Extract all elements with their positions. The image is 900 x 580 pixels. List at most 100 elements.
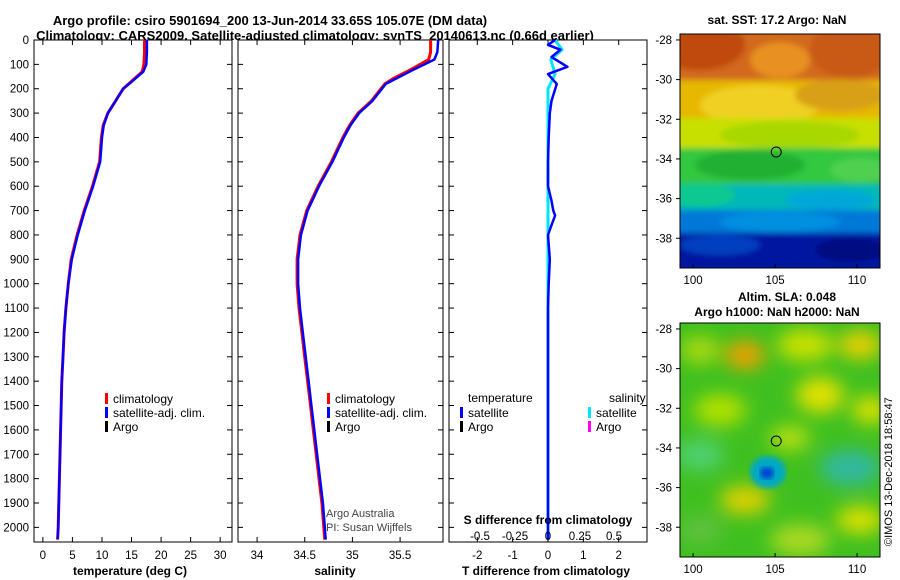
depth-tick-label: 500	[10, 157, 29, 169]
depth-tick-label: 1000	[3, 279, 29, 291]
sst-map-axes: 100 105 110 -28 -30 -32 -34 -36 -38	[655, 35, 866, 287]
salinity-xlabel: salinity	[314, 564, 356, 578]
map-lat-label: -30	[655, 75, 672, 87]
temperature-axes-frame	[33, 39, 233, 543]
legend-argo-label: Argo	[113, 420, 139, 434]
x-tick-label: 35.5	[389, 550, 411, 562]
s-tick: 0.5	[606, 531, 622, 543]
map-lon-label: 100	[684, 564, 703, 576]
sst-map-title: sat. SST: 17.2 Argo: NaN	[708, 13, 847, 27]
map-lat-label: -38	[655, 233, 672, 245]
s-tick: -0.25	[502, 531, 528, 543]
legend-satellite-label: satellite-adj. clim.	[335, 406, 427, 420]
x-tick-label: -1	[508, 550, 518, 562]
map-lat-label: -34	[655, 443, 672, 455]
legend-s-argo-label: Argo	[596, 420, 622, 434]
depth-tick-label: 1700	[3, 449, 29, 461]
sla-field	[680, 323, 880, 557]
sla-map-frame	[679, 322, 881, 558]
x-tick-label: -2	[472, 550, 482, 562]
map-lon-label: 110	[848, 275, 866, 287]
difference-profiles	[546, 40, 569, 540]
x-tick-label: 30	[214, 550, 227, 562]
s-tick: -0.5	[470, 531, 490, 543]
legend-swatch-argo	[105, 421, 108, 432]
depth-tick-label: 1900	[3, 498, 29, 510]
x-tick-label: 0	[545, 550, 551, 562]
map-lat-label: -32	[655, 114, 672, 126]
x-tick-label: 34.5	[294, 550, 316, 562]
depth-tick-label: 1800	[3, 474, 29, 486]
title-line-1: Argo profile: csiro 5901694_200 13-Jun-2…	[53, 13, 487, 28]
temperature-xlabel: temperature (deg C)	[73, 564, 187, 578]
legend-swatch-s-satellite	[588, 407, 591, 418]
legend-satellite-label: satellite-adj. clim.	[113, 406, 205, 420]
legend-climatology-label: climatology	[113, 392, 173, 406]
x-tick-label: 5	[69, 550, 75, 562]
legend-swatch-argo	[327, 421, 330, 432]
depth-tick-label: 1500	[3, 401, 29, 413]
difference-panel: -2 -1 0 1 2 S difference from climatology -0…	[448, 39, 648, 578]
map-lat-label: -38	[655, 522, 672, 534]
depth-tick-label: 1200	[3, 327, 29, 339]
temperature-x-axis: 0 5 10 15 20 25 30	[40, 40, 227, 562]
title-line-2: Climatology: CARS2009. Satellite-adjuste…	[36, 28, 594, 43]
sla-map-title-1: Altim. SLA: 0.048	[738, 290, 836, 304]
legend-t-argo-label: Argo	[468, 420, 494, 434]
map-lon-label: 105	[765, 275, 784, 287]
x-tick-label: 1	[580, 550, 586, 562]
legend-argo-label: Argo	[335, 420, 361, 434]
sla-float-marker	[770, 435, 782, 447]
depth-tick-label: 1600	[3, 425, 29, 437]
depth-tick-label: 0	[23, 35, 29, 47]
x-tick-label: 2	[616, 550, 622, 562]
x-tick-label: 10	[96, 550, 109, 562]
sst-float-marker	[770, 146, 782, 158]
depth-tick-label: 2000	[3, 522, 29, 534]
legend-swatch-climatology	[105, 393, 108, 404]
map-lat-label: -36	[655, 194, 672, 206]
map-lon-label: 105	[765, 564, 784, 576]
legend-temperature-title: temperature	[468, 391, 533, 405]
salinity-x-axis: 34 34.5 35 35.5	[251, 40, 411, 562]
difference-legend: temperature salinity satellite Argo sate…	[460, 391, 646, 434]
sst-map-frame	[679, 33, 881, 269]
depth-tick-label: 1100	[4, 303, 29, 315]
legend-swatch-t-argo	[460, 421, 463, 432]
s-tick: 0	[545, 531, 551, 543]
t-difference-x-axis: -2 -1 0 1 2	[472, 40, 622, 562]
sst-field	[680, 34, 880, 268]
temperature-difference-line	[546, 40, 569, 540]
salinity-profiles	[295, 40, 440, 540]
depth-tick-label: 1300	[3, 352, 29, 364]
salinity-legend: climatology satellite-adj. clim. Argo	[327, 392, 427, 434]
depth-tick-label: 100	[10, 59, 29, 71]
salinity-panel: 34 34.5 35 35.5 salinity climatology satell…	[237, 39, 444, 578]
depth-tick-label: 400	[10, 132, 29, 144]
map-lat-label: -30	[655, 364, 672, 376]
salinity-y-ticks	[238, 39, 443, 528]
x-tick-label: 15	[125, 550, 138, 562]
legend-t-satellite-label: satellite	[468, 406, 509, 420]
depth-tick-label: 700	[10, 206, 29, 218]
temperature-satellite-line	[56, 40, 149, 540]
credit-pi: PI: Susan Wijffels	[326, 522, 412, 534]
sst-map: sat. SST: 17.2 Argo: NaN	[655, 13, 881, 287]
temperature-panel: 0100200300400500600700800900100011001200…	[3, 35, 233, 578]
map-lat-label: -32	[655, 403, 672, 415]
map-lat-label: -28	[655, 35, 672, 47]
map-lat-label: -28	[655, 324, 672, 336]
difference-y-ticks	[449, 39, 647, 528]
map-lon-label: 110	[848, 564, 866, 576]
depth-tick-label: 600	[10, 181, 29, 193]
legend-swatch-climatology	[327, 393, 330, 404]
legend-swatch-t-satellite	[460, 407, 463, 418]
salinity-satellite-line	[296, 40, 440, 540]
sla-map-title-2: Argo h1000: NaN h2000: NaN	[694, 305, 859, 319]
depth-tick-label: 1400	[3, 376, 29, 388]
s-difference-ticks: -0.5 -0.25 0 0.25 0.5	[470, 531, 622, 543]
x-tick-label: 0	[40, 550, 46, 562]
depth-axis: 0 100 200 300 400 500 600 700 800 900 1000 1100 1200…	[3, 35, 232, 534]
map-lon-label: 100	[684, 275, 703, 287]
